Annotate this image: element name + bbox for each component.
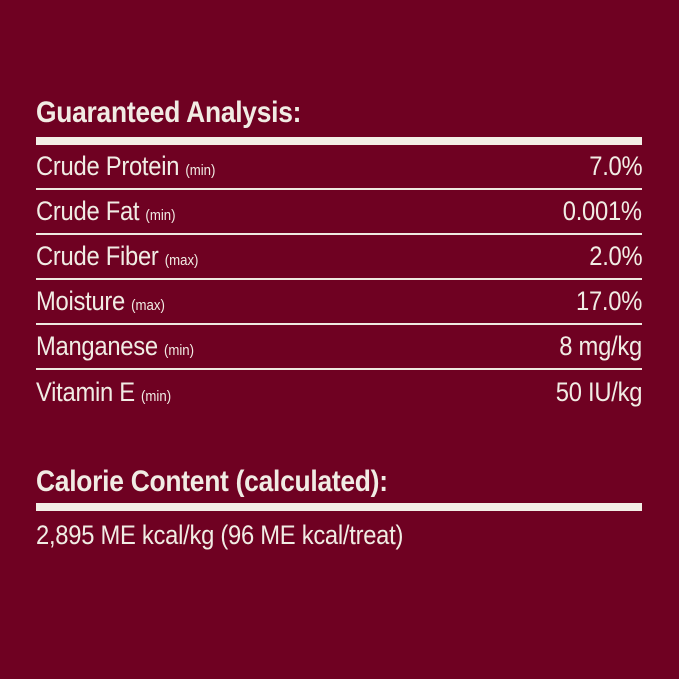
row-label: Vitamin E (min) bbox=[36, 377, 171, 408]
nutrient-value: 0.001% bbox=[562, 196, 642, 226]
guaranteed-analysis-title: Guaranteed Analysis: bbox=[36, 98, 642, 128]
nutrient-name: Vitamin E bbox=[36, 377, 135, 407]
table-row-moisture: Moisture (max) 17.0% bbox=[36, 280, 642, 325]
nutrient-qualifier: (min) bbox=[145, 207, 176, 224]
nutrient-value: 17.0% bbox=[575, 286, 642, 316]
table-row-crude-protein: Crude Protein (min) 7.0% bbox=[36, 145, 642, 190]
row-label: Crude Protein (min) bbox=[36, 151, 215, 182]
calorie-content-value-text: 2,895 ME kcal/kg (96 ME kcal/treat) bbox=[36, 520, 404, 550]
nutrient-qualifier: (max) bbox=[164, 252, 199, 269]
nutrient-qualifier: (min) bbox=[141, 388, 172, 405]
row-label: Crude Fiber (max) bbox=[36, 241, 198, 272]
nutrient-qualifier: (max) bbox=[131, 297, 165, 314]
table-row-crude-fiber: Crude Fiber (max) 2.0% bbox=[36, 235, 642, 280]
heading-rule bbox=[36, 137, 642, 145]
calorie-content-title: Calorie Content (calculated): bbox=[36, 467, 642, 497]
nutrient-qualifier: (min) bbox=[163, 342, 195, 359]
table-row-crude-fat: Crude Fat (min) 0.001% bbox=[36, 190, 642, 235]
nutrient-value: 7.0% bbox=[588, 151, 642, 181]
calorie-heading-rule bbox=[36, 503, 642, 511]
table-row-manganese: Manganese (min) 8 mg/kg bbox=[36, 325, 642, 370]
nutrient-name: Crude Protein bbox=[36, 151, 180, 181]
guaranteed-analysis-title-text: Guaranteed Analysis: bbox=[36, 96, 302, 129]
row-label: Crude Fat (min) bbox=[36, 196, 176, 227]
nutrient-name: Crude Fiber bbox=[36, 241, 159, 271]
nutrient-value: 2.0% bbox=[588, 241, 642, 271]
nutrient-value: 8 mg/kg bbox=[559, 331, 642, 361]
nutrient-name: Crude Fat bbox=[36, 196, 140, 226]
analysis-table: Crude Protein (min) 7.0% Crude Fat (min) 0… bbox=[36, 145, 642, 415]
nutrient-value: 50 IU/kg bbox=[555, 377, 643, 407]
row-label: Moisture (max) bbox=[36, 286, 165, 317]
label-content: Guaranteed Analysis: Crude Protein (min) … bbox=[36, 0, 642, 551]
row-label: Manganese (min) bbox=[36, 331, 194, 362]
nutrient-name: Moisture bbox=[36, 286, 126, 316]
calorie-content-title-text: Calorie Content (calculated): bbox=[36, 465, 388, 498]
nutrient-name: Manganese bbox=[36, 331, 158, 361]
calorie-content-section: Calorie Content (calculated): 2,895 ME k… bbox=[36, 467, 642, 551]
guaranteed-analysis-section: Guaranteed Analysis: Crude Protein (min) … bbox=[36, 98, 642, 415]
nutrient-qualifier: (min) bbox=[185, 162, 216, 179]
calorie-content-value: 2,895 ME kcal/kg (96 ME kcal/treat) bbox=[36, 520, 642, 551]
table-row-vitamin-e: Vitamin E (min) 50 IU/kg bbox=[36, 370, 642, 415]
